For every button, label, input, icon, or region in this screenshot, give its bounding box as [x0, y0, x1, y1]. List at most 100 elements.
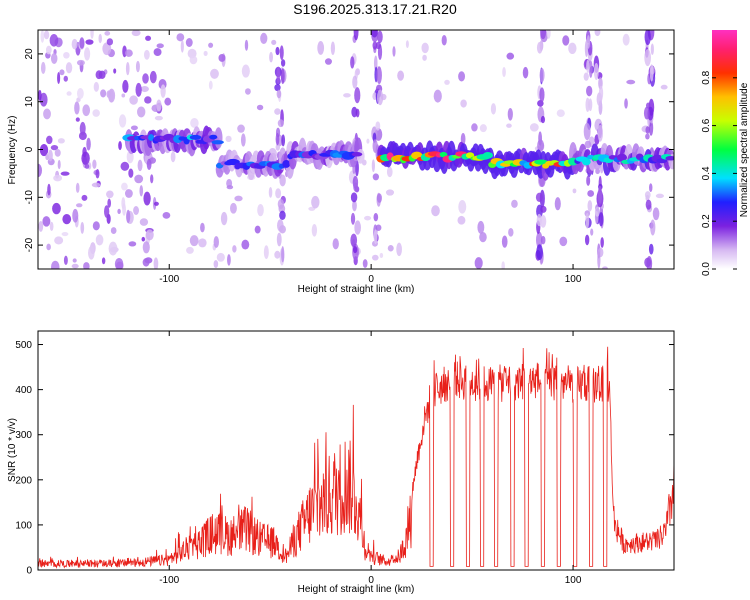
spectrogram-noise-cell — [75, 182, 80, 193]
spectrogram-noise-cell — [458, 71, 466, 82]
spectrogram-noise-cell — [660, 84, 668, 90]
spectrogram-noise-cell — [189, 235, 199, 247]
spectrogram-ridge-cell — [351, 152, 363, 157]
spectrogram-noise-cell — [141, 236, 146, 242]
spectrogram-streak-cell — [275, 143, 280, 151]
spectrogram-noise-cell — [216, 252, 225, 262]
spectrogram-noise-cell — [135, 60, 140, 73]
spectrogram-streak-cell — [644, 49, 651, 67]
spectrogram-noise-cell — [113, 68, 117, 74]
snr-ytick-label: 300 — [15, 430, 32, 441]
spectrogram-noise-cell — [137, 159, 143, 172]
spectrogram-noise-cell — [237, 124, 245, 133]
spectrogram-noise-cell — [213, 260, 219, 268]
spectrogram-streak-cell — [540, 30, 547, 40]
colorbar-tick-label: 0.2 — [701, 214, 712, 228]
spectrogram-noise-cell — [572, 188, 577, 194]
spectrogram-streak-cell — [598, 85, 604, 101]
colorbar-tick-label: 0.0 — [701, 262, 712, 276]
spectrogram-noise-cell — [568, 42, 577, 55]
spectrogram-streak-cell — [354, 220, 361, 235]
snr-background — [38, 331, 674, 570]
spectrogram-noise-cell — [130, 125, 138, 131]
spectrogram-streak-cell — [539, 87, 545, 103]
spectrogram-noise-cell — [118, 141, 122, 151]
spectrogram-noise-cell — [479, 232, 487, 243]
spectrogram-noise-cell — [502, 66, 506, 78]
spectrogram-noise-cell — [108, 88, 116, 103]
spectrogram-streak-cell — [352, 199, 357, 212]
spectrogram-noise-cell — [153, 201, 159, 206]
spectrogram-noise-cell — [57, 138, 65, 144]
spectrogram-streak-cell — [650, 219, 656, 236]
spectrogram-noise-cell — [63, 75, 68, 82]
colorbar-tick-label: 0.8 — [701, 70, 712, 84]
spectrogram-noise-cell — [371, 159, 375, 173]
spectrogram-noise-cell — [149, 70, 157, 84]
spectrogram-noise-cell — [104, 205, 110, 218]
snr-frame — [37, 330, 675, 571]
spectrogram-noise-cell — [460, 99, 467, 108]
spectrogram-streak-cell — [352, 246, 358, 254]
spectrogram-noise-cell — [652, 207, 660, 221]
spectrogram-noise-cell — [145, 229, 154, 241]
spectrogram-noise-cell — [80, 221, 85, 234]
spectrogram-noise-cell — [124, 189, 133, 198]
spectrogram-noise-cell — [52, 202, 61, 215]
spectrogram-streak-cell — [375, 121, 381, 131]
spectrogram-ridge-cell — [582, 158, 591, 166]
spectrogram-noise-cell — [153, 48, 162, 57]
spectrogram-streak-cell — [649, 64, 654, 82]
spectrogram-noise-cell — [50, 53, 58, 65]
spectrogram-noise-cell — [66, 91, 72, 96]
spectrogram-ridge-cell — [616, 153, 628, 162]
spectrogram-noise-cell — [118, 114, 127, 128]
spectrogram-noise-cell — [43, 30, 50, 40]
spectrogram-noise-cell — [128, 168, 134, 178]
spectrogram-ytick-label: 20 — [24, 48, 35, 60]
spectrogram-noise-cell — [106, 190, 114, 199]
spectrogram-streak-cell — [281, 246, 285, 263]
spectrogram-noise-cell — [122, 79, 129, 93]
spectrogram-noise-cell — [42, 216, 51, 227]
spectrogram-noise-cell — [164, 97, 172, 106]
spectrogram-streak-cell — [585, 212, 590, 229]
spectrogram-noise-cell — [546, 30, 551, 39]
spectrogram-noise-cell — [144, 96, 152, 104]
spectrogram-noise-cell — [91, 182, 101, 188]
spectrogram-noise-cell — [405, 40, 409, 49]
spectrogram-streak-cell — [355, 108, 360, 118]
spectrogram-noise-cell — [47, 183, 51, 196]
spectrogram-noise-cell — [92, 109, 100, 117]
spectrogram-xlabel: Height of straight line (km) — [298, 284, 415, 295]
spectrogram-noise-cell — [366, 138, 370, 144]
spectrogram-noise-cell — [203, 50, 208, 57]
spectrogram-streak-cell — [535, 192, 543, 203]
spectrogram-noise-cell — [46, 135, 53, 145]
spectrogram-streak-cell — [648, 120, 654, 136]
spectrogram-noise-cell — [433, 89, 442, 103]
spectrogram-streak-cell — [373, 213, 379, 222]
spectrogram-noise-cell — [650, 43, 654, 56]
spectrogram-streak-cell — [372, 139, 378, 153]
spectrogram-ridge-cell — [211, 140, 224, 145]
spectrogram-noise-cell — [185, 38, 193, 47]
spectrogram-xtick-label: -100 — [159, 274, 179, 285]
spectrogram-streak-cell — [275, 132, 280, 146]
spectrogram-ytick-label: -20 — [24, 237, 35, 252]
spectrogram-noise-cell — [102, 42, 112, 56]
spectrogram-streak-cell — [594, 30, 601, 37]
spectrogram-noise-cell — [444, 79, 450, 85]
spectrogram-noise-cell — [71, 38, 78, 50]
spectrogram-streak-cell — [584, 140, 592, 149]
spectrogram-noise-cell — [397, 70, 405, 81]
spectrogram-noise-cell — [655, 193, 664, 199]
spectrogram-noise-cell — [38, 163, 43, 178]
spectrogram-streak-cell — [275, 188, 282, 199]
spectrogram-noise-cell — [82, 104, 91, 117]
spectrogram-noise-cell — [186, 246, 194, 254]
spectrogram-noise-cell — [45, 45, 52, 55]
spectrogram-noise-cell — [145, 35, 152, 41]
